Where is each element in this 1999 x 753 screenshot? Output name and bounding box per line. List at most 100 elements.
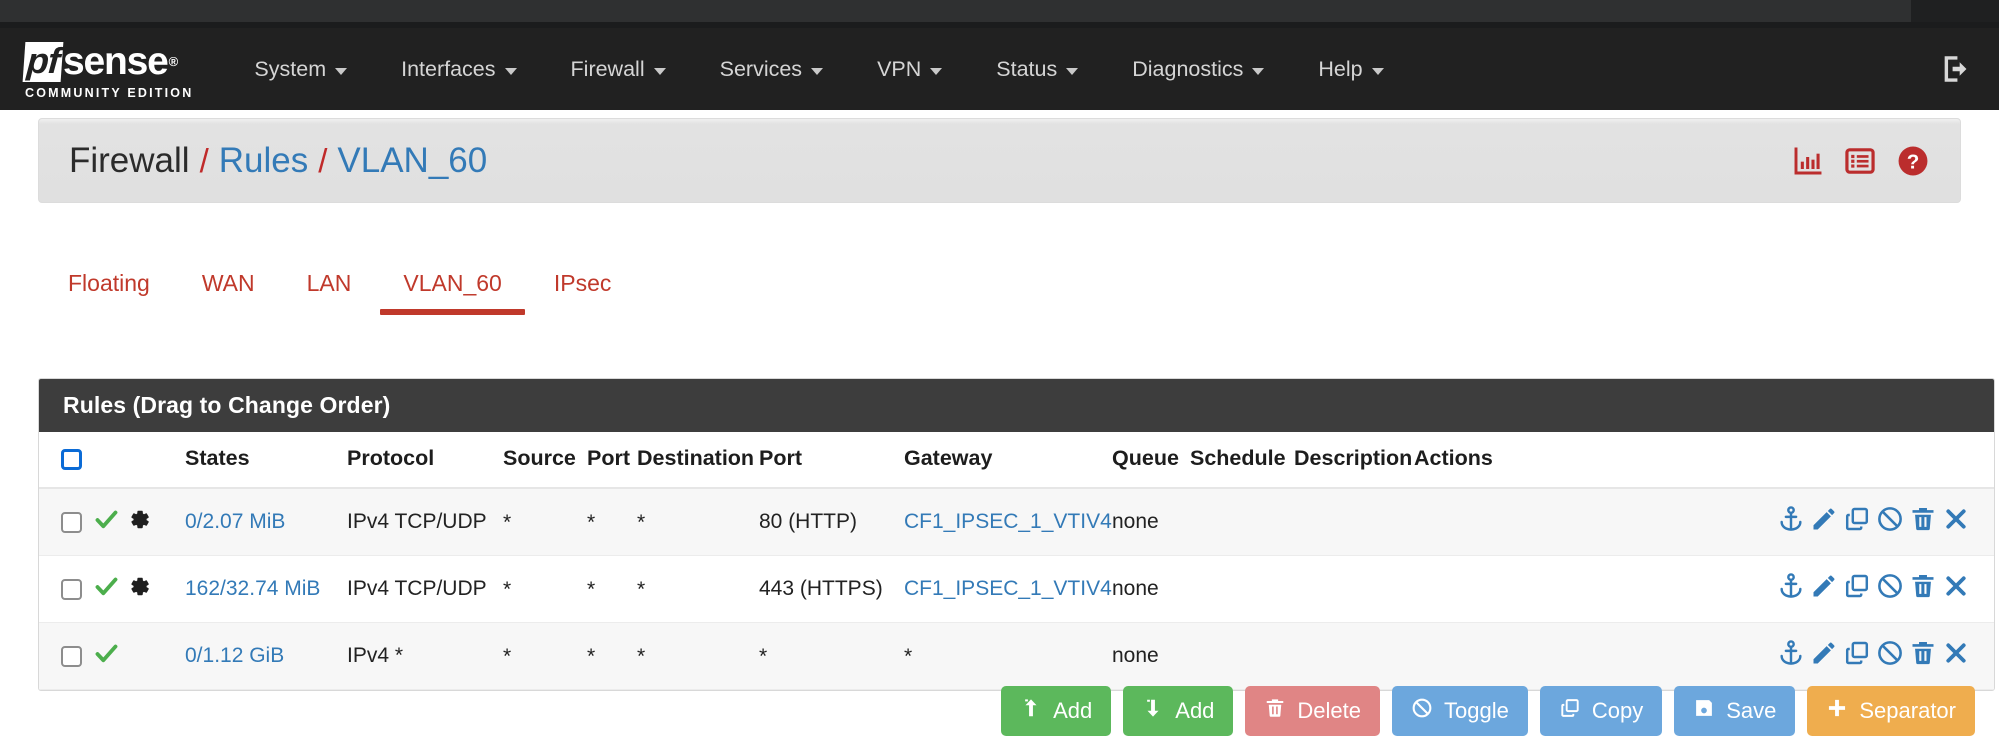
row-protocol-cell: IPv4 TCP/UDP	[347, 555, 503, 623]
copy-icon[interactable]	[1843, 572, 1871, 600]
nav-item-label: System	[254, 56, 327, 81]
copy-icon[interactable]	[1843, 505, 1871, 533]
help-circle-icon[interactable]: ?	[1896, 144, 1930, 178]
edit-pencil-icon[interactable]	[1810, 572, 1838, 600]
row-actions-cell	[1414, 622, 1994, 690]
select-all-checkbox[interactable]	[61, 448, 82, 470]
nav-item-status[interactable]: Status	[969, 28, 1105, 110]
status-header	[93, 432, 185, 489]
brand-logo[interactable]: pf sense ® COMMUNITY EDITION	[22, 38, 193, 100]
row-schedule-cell	[1190, 488, 1294, 556]
rules-panel-title: Rules (Drag to Change Order)	[39, 379, 1994, 432]
gateway-link[interactable]: CF1_IPSEC_1_VTIV4	[904, 510, 1112, 533]
row-states-cell: 0/1.12 GiB	[185, 622, 347, 690]
block-icon[interactable]	[1876, 639, 1904, 667]
row-schedule-cell	[1190, 622, 1294, 690]
chevron-down-icon	[930, 67, 943, 75]
table-row[interactable]: 162/32.74 MiB IPv4 TCP/UDP * * * 443 (HT…	[39, 555, 1994, 623]
check-icon[interactable]	[93, 640, 120, 673]
add-rule-bottom-button[interactable]: Add	[1123, 686, 1234, 736]
nav-item-system[interactable]: System	[227, 28, 374, 110]
gear-icon[interactable]	[127, 574, 152, 605]
select-all-header	[39, 432, 93, 489]
tab-floating[interactable]: Floating	[42, 262, 176, 319]
row-source-port-cell: *	[587, 622, 637, 690]
main-navbar: pf sense ® COMMUNITY EDITION System Interf…	[0, 28, 1999, 110]
close-x-icon[interactable]	[1942, 572, 1970, 600]
gateway-link[interactable]: CF1_IPSEC_1_VTIV4	[904, 577, 1112, 600]
close-x-icon[interactable]	[1942, 505, 1970, 533]
add-separator-button[interactable]: Separator	[1807, 686, 1975, 736]
row-checkbox[interactable]	[61, 578, 82, 600]
save-rules-button[interactable]: Save	[1674, 686, 1796, 736]
check-icon[interactable]	[93, 506, 120, 539]
table-header-row: States Protocol Source Port Destination …	[39, 432, 1994, 489]
brand-registered-mark: ®	[168, 54, 179, 69]
add-rule-top-button[interactable]: Add	[1001, 686, 1112, 736]
breadcrumb-panel: Firewall / Rules / VLAN_60	[38, 118, 1961, 203]
tab-vlan-60[interactable]: VLAN_60	[377, 262, 527, 319]
nav-item-diagnostics[interactable]: Diagnostics	[1105, 28, 1291, 110]
check-icon[interactable]	[93, 573, 120, 606]
delete-rules-button[interactable]: Delete	[1245, 686, 1381, 736]
tab-lan[interactable]: LAN	[281, 262, 378, 319]
block-icon[interactable]	[1876, 505, 1904, 533]
breadcrumb-actions: ?	[1792, 144, 1930, 178]
states-link[interactable]: 0/2.07 MiB	[185, 510, 286, 533]
tab-label: LAN	[306, 270, 352, 296]
button-label: Save	[1726, 698, 1777, 723]
copy-icon[interactable]	[1843, 639, 1871, 667]
button-label: Delete	[1297, 698, 1362, 723]
nav-item-help[interactable]: Help	[1291, 28, 1410, 110]
table-row[interactable]: 0/1.12 GiB IPv4 * * * * * * none	[39, 622, 1994, 690]
nav-item-interfaces[interactable]: Interfaces	[374, 28, 543, 110]
anchor-icon[interactable]	[1777, 572, 1805, 600]
copy-rules-button[interactable]: Copy	[1539, 686, 1663, 736]
row-checkbox[interactable]	[61, 645, 82, 667]
nav-item-services[interactable]: Services	[693, 28, 850, 110]
gateway-header: Gateway	[904, 432, 1112, 489]
nav-item-vpn[interactable]: VPN	[850, 28, 969, 110]
dest-port-header: Port	[759, 432, 904, 489]
table-row[interactable]: 0/2.07 MiB IPv4 TCP/UDP * * * 80 (HTTP) …	[39, 488, 1994, 556]
edit-pencil-icon[interactable]	[1810, 639, 1838, 667]
row-queue-cell: none	[1112, 555, 1190, 623]
states-link[interactable]: 0/1.12 GiB	[185, 644, 285, 667]
row-dest-port-cell: 80 (HTTP)	[759, 488, 904, 556]
copy-icon	[1559, 697, 1581, 725]
trash-icon[interactable]	[1909, 572, 1937, 600]
tab-wan[interactable]: WAN	[176, 262, 281, 319]
tab-ipsec[interactable]: IPsec	[528, 262, 638, 319]
edit-pencil-icon[interactable]	[1810, 505, 1838, 533]
row-protocol-cell: IPv4 TCP/UDP	[347, 488, 503, 556]
breadcrumb-separator: /	[318, 141, 328, 179]
nav-item-label: VPN	[877, 56, 922, 81]
anchor-icon[interactable]	[1777, 505, 1805, 533]
breadcrumb-current-interface[interactable]: VLAN_60	[337, 140, 488, 180]
row-states-cell: 162/32.74 MiB	[185, 555, 347, 623]
list-icon[interactable]	[1844, 145, 1876, 177]
brand-pf-mark: pf	[22, 40, 64, 82]
close-x-icon[interactable]	[1942, 639, 1970, 667]
toggle-rules-button[interactable]: Toggle	[1392, 686, 1528, 736]
anchor-icon[interactable]	[1777, 639, 1805, 667]
trash-icon[interactable]	[1909, 639, 1937, 667]
block-icon[interactable]	[1876, 572, 1904, 600]
source-header: Source	[503, 432, 587, 489]
row-states-cell: 0/2.07 MiB	[185, 488, 347, 556]
brand-wordmark: pf sense ®	[22, 40, 179, 82]
block-icon	[1411, 697, 1433, 725]
trash-icon[interactable]	[1909, 505, 1937, 533]
gear-icon[interactable]	[127, 507, 152, 538]
states-link[interactable]: 162/32.74 MiB	[185, 577, 321, 600]
breadcrumb-rules-link[interactable]: Rules	[218, 140, 309, 180]
row-destination-cell: *	[637, 555, 759, 623]
chart-bar-icon[interactable]	[1792, 145, 1824, 177]
row-checkbox[interactable]	[61, 511, 82, 533]
row-select-cell	[39, 622, 93, 690]
logout-icon[interactable]	[1939, 52, 1973, 86]
rules-action-bar: Add Add Delete Toggle Copy Save	[0, 686, 1999, 736]
nav-item-firewall[interactable]: Firewall	[544, 28, 693, 110]
rules-panel: Rules (Drag to Change Order) States Prot…	[38, 378, 1995, 691]
row-select-cell	[39, 488, 93, 556]
